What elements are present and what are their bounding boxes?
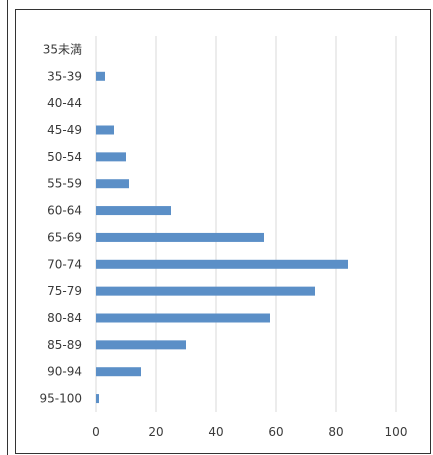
category-labels: 35未満 35-39 40-44 45-49 50-54 55-59 60-64 65-69 7… [39, 42, 82, 405]
bar-85-89 [96, 340, 186, 350]
category-label: 50-54 [47, 150, 82, 164]
gridlines [95, 36, 397, 412]
x-tick-labels: 0 20 40 60 80 100 [92, 425, 407, 439]
bar-45-49 [96, 125, 114, 135]
category-label: 35未満 [43, 42, 82, 56]
bar-80-84 [96, 313, 270, 323]
category-label: 45-49 [47, 123, 82, 137]
x-tick-label: 0 [92, 425, 100, 439]
x-tick-label: 80 [328, 425, 343, 439]
category-label: 80-84 [47, 311, 82, 325]
category-label: 90-94 [47, 365, 82, 379]
x-tick-label: 20 [148, 425, 163, 439]
bar-35-39 [96, 71, 105, 81]
bar-60-64 [96, 206, 171, 216]
bar-90-94 [96, 367, 141, 377]
category-label: 75-79 [47, 284, 82, 298]
bars [96, 71, 348, 404]
left-panel-edge [0, 0, 8, 455]
category-label: 35-39 [47, 69, 82, 83]
category-label: 40-44 [47, 96, 82, 110]
bar-95-100 [96, 394, 99, 404]
bar-70-74 [96, 259, 348, 269]
category-label: 95-100 [39, 392, 82, 406]
category-label: 60-64 [47, 204, 82, 218]
chart-frame [15, 9, 431, 454]
category-label: 55-59 [47, 177, 82, 191]
x-tick-label: 60 [268, 425, 283, 439]
category-label: 85-89 [47, 338, 82, 352]
bar-55-59 [96, 179, 129, 189]
x-tick-label: 100 [385, 425, 408, 439]
bar-65-69 [96, 232, 264, 242]
x-tick-label: 40 [208, 425, 223, 439]
bar-50-54 [96, 152, 126, 162]
category-label: 70-74 [47, 257, 82, 271]
category-label: 65-69 [47, 230, 82, 244]
bar-75-79 [96, 286, 315, 296]
